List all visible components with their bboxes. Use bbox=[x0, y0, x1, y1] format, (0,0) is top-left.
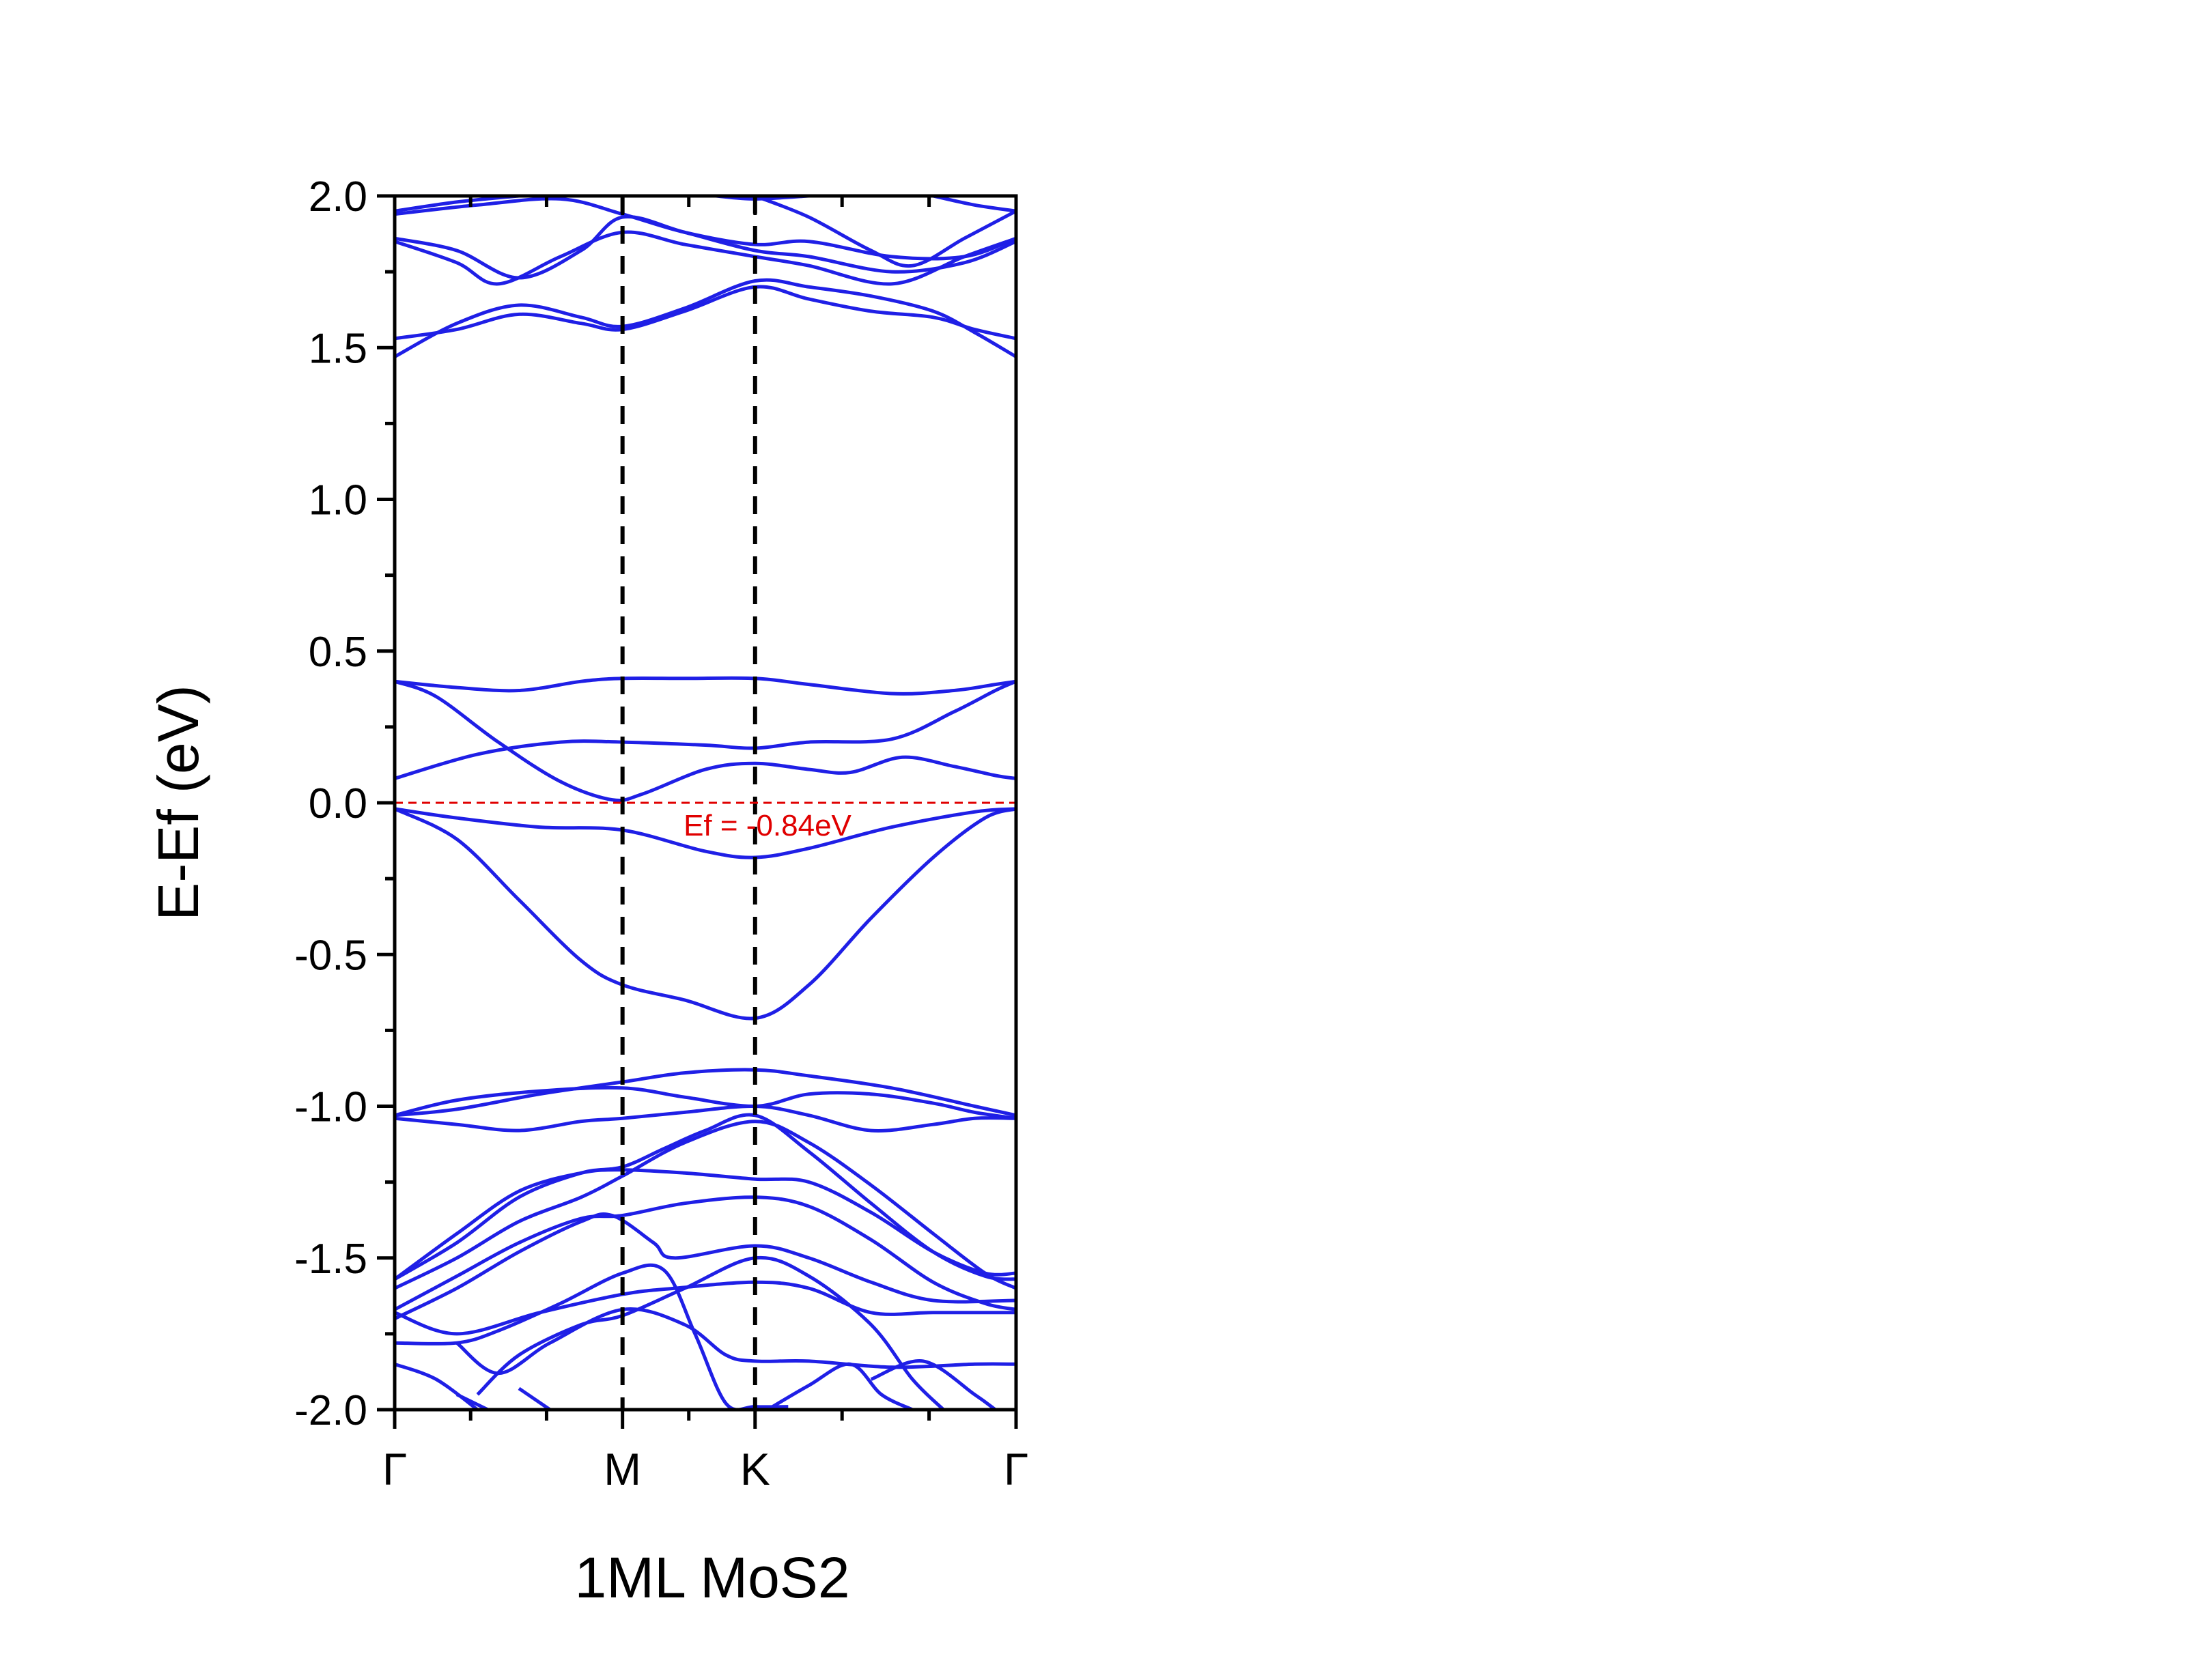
band-line-21 bbox=[766, 1362, 914, 1410]
x-tick-label-K: K bbox=[740, 1444, 770, 1494]
band-line-7 bbox=[395, 1085, 1016, 1120]
band-line-14 bbox=[395, 1280, 1016, 1336]
band-line-5 bbox=[395, 676, 1016, 696]
y-tick-label: -1.5 bbox=[294, 1236, 367, 1283]
band-line-22 bbox=[870, 1359, 997, 1410]
y-tick-label: 2.0 bbox=[309, 173, 367, 220]
band-line-26 bbox=[395, 230, 1016, 286]
y-axis: 2.0 1.5 1.0 0.5 0.0 -0.5 -1.0 -1.5 -2.0 bbox=[294, 173, 395, 1434]
fermi-level-label: Ef = -0.84eV bbox=[684, 809, 851, 842]
band-line-11 bbox=[395, 1120, 1016, 1290]
band-line-13 bbox=[395, 1212, 1016, 1320]
y-tick-label: -1.0 bbox=[294, 1084, 367, 1131]
band-line-4 bbox=[395, 679, 1016, 802]
plot-frame bbox=[393, 194, 1018, 1412]
x-axis-label: 1ML MoS2 bbox=[574, 1546, 849, 1610]
band-line-24 bbox=[395, 197, 1016, 261]
band-line-28 bbox=[395, 285, 1016, 341]
y-tick-label: 1.5 bbox=[309, 325, 367, 372]
band-line-6 bbox=[395, 1068, 1016, 1117]
x-tick-label-Γ: Γ bbox=[382, 1444, 407, 1494]
y-tick-label: -0.5 bbox=[294, 932, 367, 979]
band-line-31 bbox=[933, 196, 1016, 213]
band-line-29 bbox=[754, 196, 1016, 268]
fermi-level-group: Ef = -0.84eV bbox=[395, 801, 1016, 842]
band-line-1 bbox=[395, 807, 1016, 859]
band-line-25 bbox=[395, 214, 1016, 280]
band-line-12 bbox=[395, 1195, 1016, 1311]
y-tick-label: -2.0 bbox=[294, 1387, 367, 1434]
band-line-8 bbox=[395, 1104, 1016, 1133]
band-line-16 bbox=[455, 1307, 1016, 1376]
band-line-17 bbox=[476, 1255, 945, 1410]
x-tick-label-M: M bbox=[604, 1444, 641, 1494]
y-tick-label: 0.0 bbox=[309, 780, 367, 827]
x-tick-label-Γ: Γ bbox=[1004, 1444, 1028, 1494]
band-line-10 bbox=[395, 1168, 1016, 1281]
y-tick-label: 1.0 bbox=[309, 477, 367, 524]
band-line-2 bbox=[395, 807, 1016, 1021]
band-line-27 bbox=[395, 278, 1016, 358]
y-tick-label: 0.5 bbox=[309, 629, 367, 676]
y-axis-label: E-Ef (eV) bbox=[146, 685, 210, 920]
band-line-18 bbox=[395, 1362, 479, 1410]
band-line-3 bbox=[395, 679, 1016, 780]
